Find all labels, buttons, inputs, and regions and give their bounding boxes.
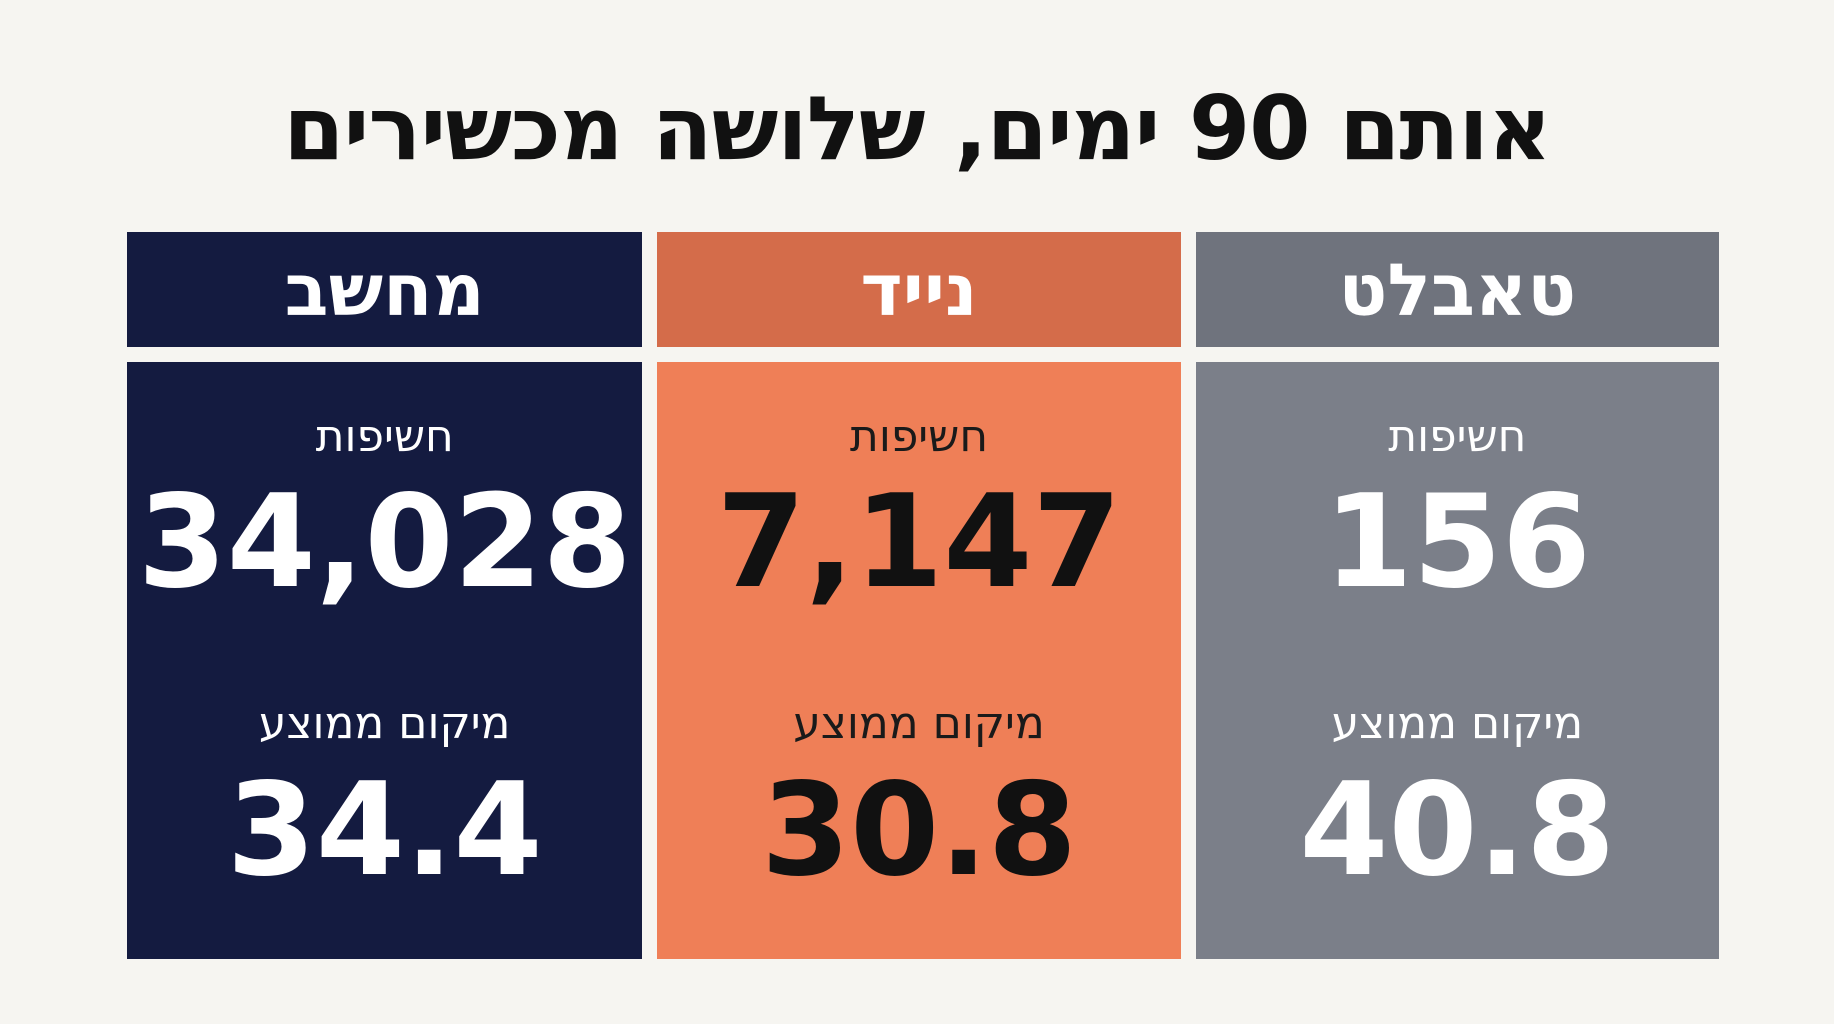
avg-position-value: 30.8 <box>761 756 1077 905</box>
avg-position-value: 34.4 <box>226 756 543 905</box>
device-columns: טאבלט חשיפות 156 מיקום ממוצע 40.8 נייד ח… <box>127 232 1719 959</box>
device-header-mobile: נייד <box>657 232 1181 347</box>
device-card-tablet: חשיפות 156 מיקום ממוצע 40.8 <box>1195 362 1719 959</box>
impressions-value: 7,147 <box>716 468 1122 617</box>
device-column-desktop: מחשב חשיפות 34,028 מיקום ממוצע 34.4 <box>127 232 643 959</box>
avg-position-label: מיקום ממוצע <box>1331 698 1584 749</box>
impressions-value: 156 <box>1323 468 1591 617</box>
device-card-desktop: חשיפות 34,028 מיקום ממוצע 34.4 <box>127 362 643 959</box>
impressions-label: חשיפות <box>315 411 454 462</box>
page-title: אותם 90 ימים, שלושה מכשירים <box>283 77 1552 180</box>
avg-position-label: מיקום ממוצע <box>258 698 511 749</box>
device-card-mobile: חשיפות 7,147 מיקום ממוצע 30.8 <box>657 362 1181 959</box>
avg-position-label: מיקום ממוצע <box>793 698 1045 749</box>
impressions-label: חשיפות <box>849 411 989 462</box>
device-header-tablet: טאבלט <box>1195 232 1719 347</box>
impressions-value: 34,028 <box>137 468 632 617</box>
device-header-desktop: מחשב <box>127 232 643 347</box>
avg-position-value: 40.8 <box>1299 756 1616 905</box>
impressions-label: חשיפות <box>1388 411 1527 462</box>
device-column-mobile: נייד חשיפות 7,147 מיקום ממוצע 30.8 <box>657 232 1181 959</box>
device-column-tablet: טאבלט חשיפות 156 מיקום ממוצע 40.8 <box>1195 232 1719 959</box>
